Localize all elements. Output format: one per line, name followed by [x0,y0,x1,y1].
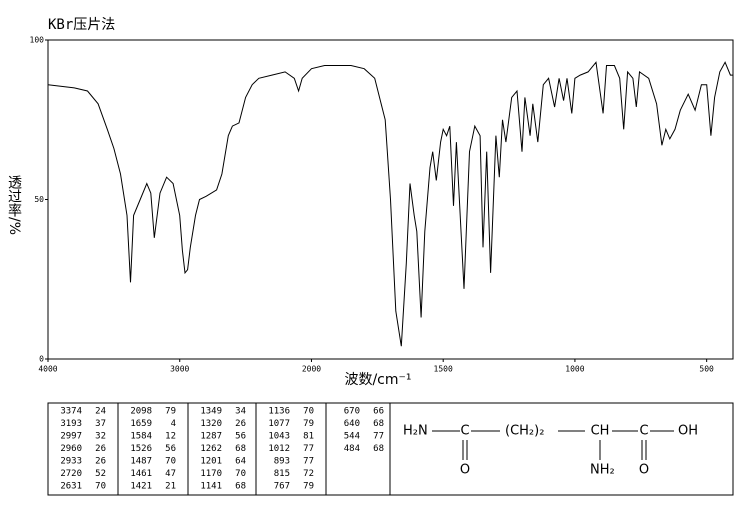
peak-wavenumber: 1349 [200,407,222,417]
peak-transmittance: 77 [303,457,314,467]
peak-transmittance: 81 [303,432,314,442]
peak-transmittance: 66 [373,407,384,417]
peak-wavenumber: 2960 [60,444,82,454]
peak-transmittance: 26 [95,444,106,454]
peak-transmittance: 68 [235,444,246,454]
atom: C [639,424,648,439]
peak-transmittance: 79 [303,482,314,492]
peak-transmittance: 52 [95,469,106,479]
structure: H₂N C (CH₂)₂ CH C OH O NH₂ O [403,424,698,478]
peak-wavenumber: 767 [274,482,290,492]
peak-transmittance: 70 [303,407,314,417]
peak-wavenumber: 1461 [130,469,152,479]
peak-wavenumber: 1170 [200,469,222,479]
peak-wavenumber: 1584 [130,432,152,442]
x-axis-label: 波数/cm⁻¹ [344,372,411,388]
peak-transmittance: 26 [95,457,106,467]
peak-wavenumber: 1526 [130,444,152,454]
peak-wavenumber: 1262 [200,444,222,454]
peak-wavenumber: 1421 [130,482,152,492]
peak-transmittance: 72 [303,469,314,479]
peak-transmittance: 32 [95,432,106,442]
peak-wavenumber: 2997 [60,432,82,442]
peak-wavenumber: 2720 [60,469,82,479]
peak-wavenumber: 1012 [268,444,290,454]
x-tick-label: 3000 [170,365,189,374]
peak-transmittance: 56 [235,432,246,442]
y-tick-label: 50 [34,195,44,204]
peak-wavenumber: 2098 [130,407,152,417]
group: (CH₂)₂ [505,424,544,439]
peak-transmittance: 79 [303,419,314,429]
atom: O [639,463,649,478]
peak-wavenumber: 1659 [130,419,152,429]
peak-transmittance: 68 [235,482,246,492]
peak-transmittance: 77 [373,432,384,442]
peak-wavenumber: 815 [274,469,290,479]
atom: CH [591,424,610,439]
peak-transmittance: 12 [165,432,176,442]
x-tick-label: 2000 [302,365,321,374]
peak-transmittance: 26 [235,419,246,429]
chart-title: KBr压片法 [48,17,115,33]
y-axis-label: 透过率/% [6,175,22,235]
peak-wavenumber: 893 [274,457,290,467]
peak-transmittance: 70 [235,469,246,479]
peak-transmittance: 79 [165,407,176,417]
peak-wavenumber: 1136 [268,407,290,417]
peak-wavenumber: 3374 [60,407,82,417]
x-tick-label: 4000 [38,365,57,374]
peak-transmittance: 47 [165,469,176,479]
peak-wavenumber: 1077 [268,419,290,429]
atom: H₂N [403,424,428,439]
x-tick-label: 1500 [434,365,453,374]
y-tick-label: 0 [39,355,44,364]
peak-wavenumber: 1487 [130,457,152,467]
peak-wavenumber: 1043 [268,432,290,442]
peak-transmittance: 68 [373,444,384,454]
atom: NH₂ [590,463,615,478]
peak-transmittance: 77 [303,444,314,454]
peak-transmittance: 24 [95,407,106,417]
peak-wavenumber: 1141 [200,482,222,492]
peak-transmittance: 37 [95,419,106,429]
atom: O [460,463,470,478]
peak-transmittance: 70 [95,482,106,492]
peak-wavenumber: 544 [344,432,360,442]
peak-transmittance: 70 [165,457,176,467]
y-tick-label: 100 [30,36,45,45]
peak-transmittance: 68 [373,419,384,429]
peak-wavenumber: 2631 [60,482,82,492]
x-tick-label: 500 [699,365,714,374]
peak-wavenumber: 1201 [200,457,222,467]
peak-wavenumber: 1287 [200,432,222,442]
x-tick-label: 1000 [565,365,584,374]
peak-wavenumber: 640 [344,419,360,429]
peak-wavenumber: 2933 [60,457,82,467]
peak-wavenumber: 484 [344,444,360,454]
peak-transmittance: 21 [165,482,176,492]
peak-transmittance: 64 [235,457,246,467]
peak-transmittance: 4 [171,419,176,429]
peak-transmittance: 34 [235,407,246,417]
peak-wavenumber: 3193 [60,419,82,429]
atom: C [460,424,469,439]
peak-wavenumber: 1320 [200,419,222,429]
peak-wavenumber: 670 [344,407,360,417]
spectrum-line [47,61,733,347]
peak-transmittance: 56 [165,444,176,454]
atom: OH [678,424,698,439]
